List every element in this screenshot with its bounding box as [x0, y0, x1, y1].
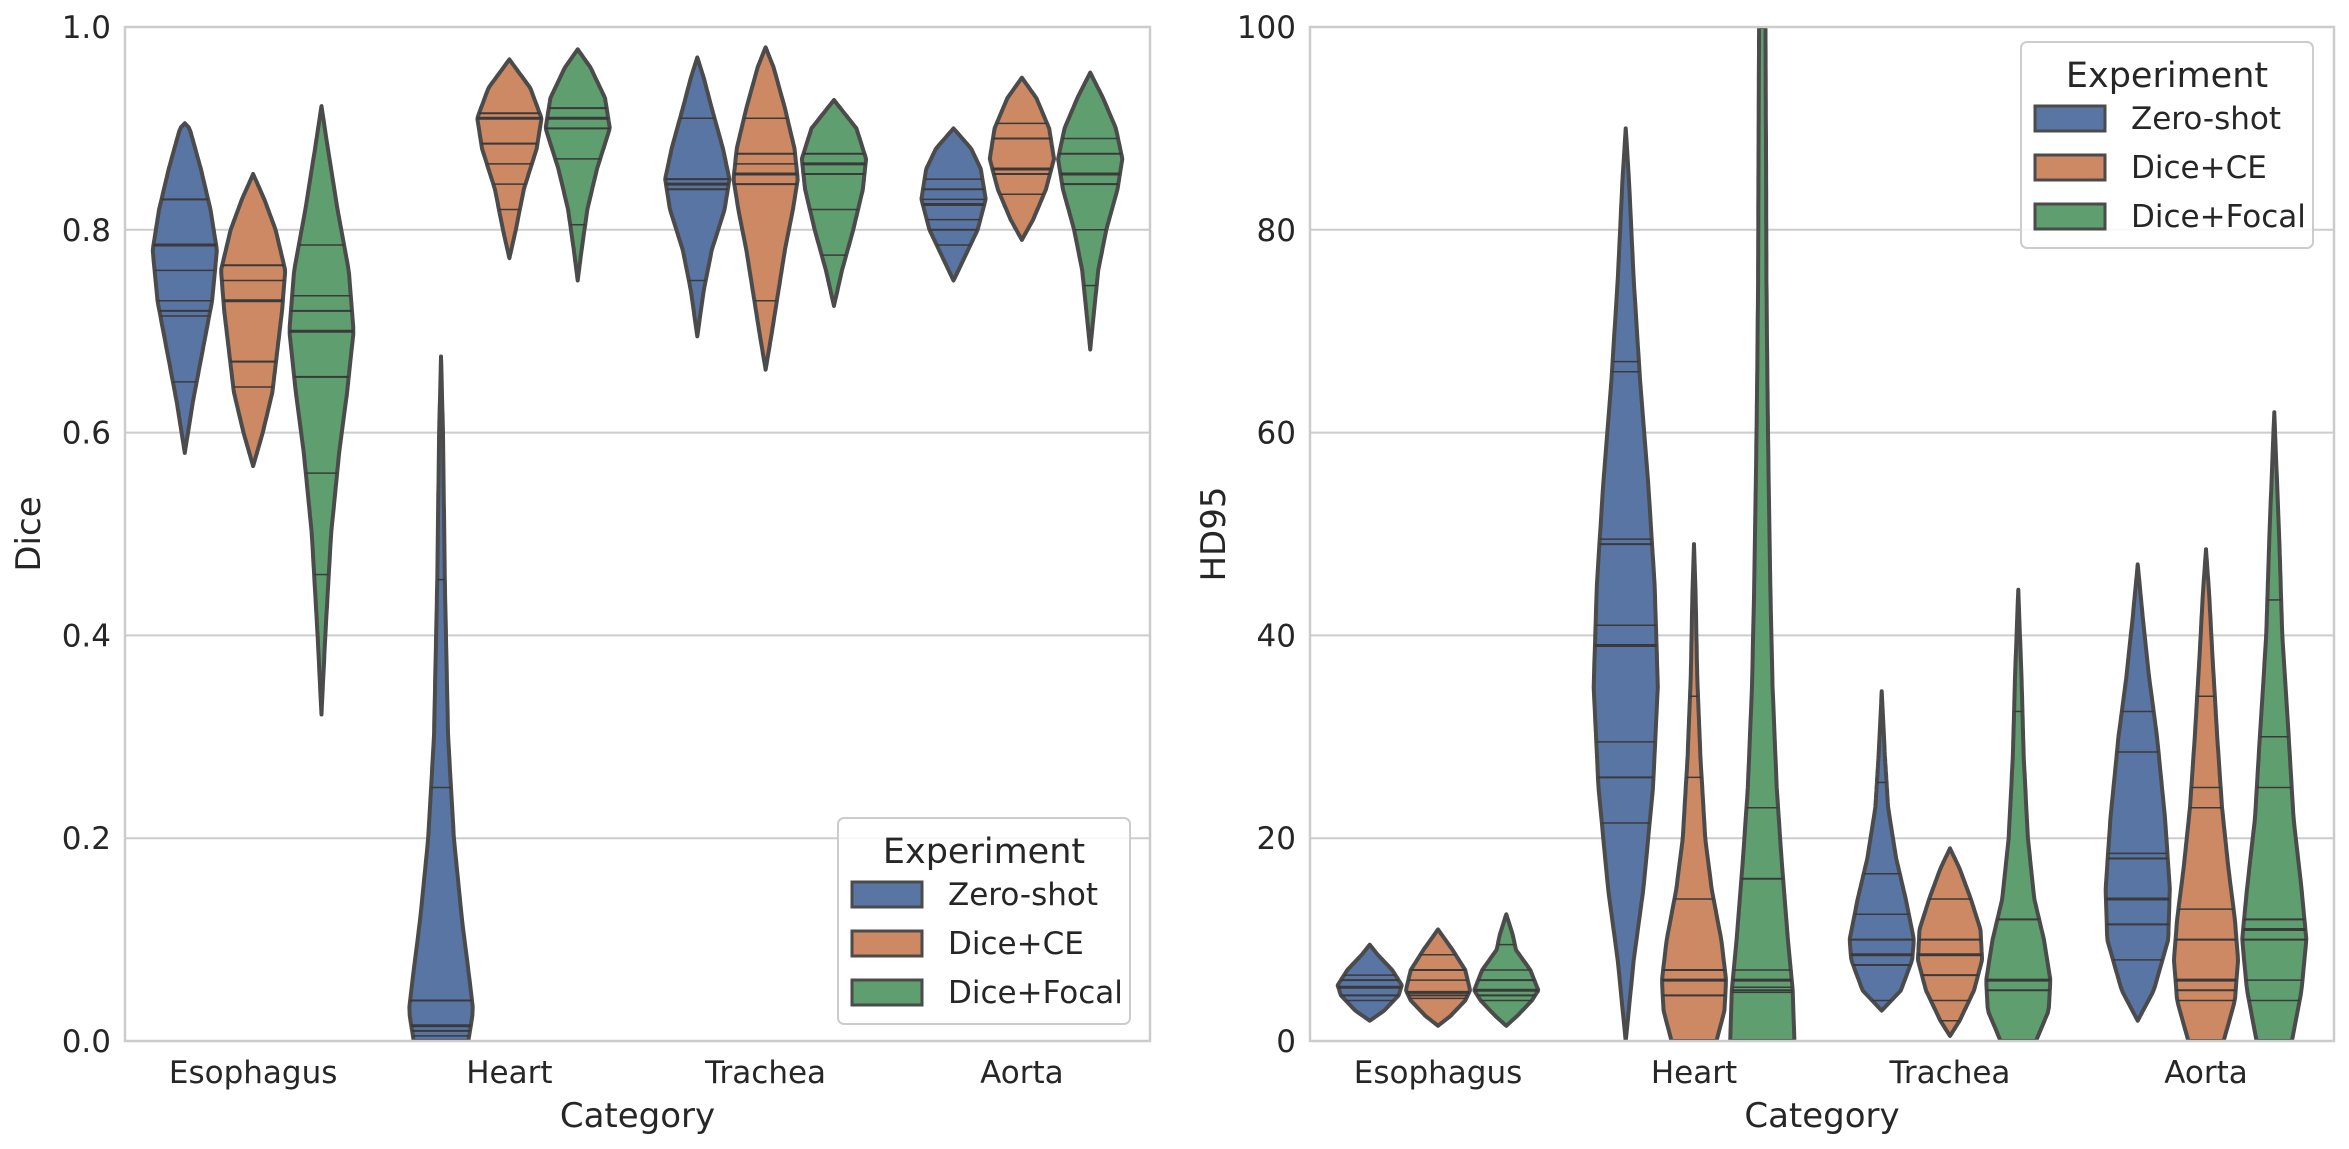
violin-zero-shot-heart — [1591, 126, 1660, 1041]
violin-body — [219, 172, 288, 469]
violin-dice-ce-esophagus — [1404, 927, 1472, 1028]
legend-entry-dice-ce: Dice+CE — [948, 926, 1084, 962]
legend-entry-zero-shot: Zero-shot — [948, 877, 1098, 913]
axes-frame — [1308, 25, 2336, 1043]
x-tick-label-heart: Heart — [1651, 1055, 1737, 1091]
violin-dice-ce-esophagus — [219, 172, 288, 469]
violin-body — [1056, 70, 1125, 352]
hd95-panel: 0 20 40 60 80 100 Esophagus Heart Trachea Aorta Ca… — [1194, 10, 2336, 1136]
violin-dice-ce-aorta — [2172, 547, 2240, 1041]
violin-body — [150, 121, 219, 455]
violin-zero-shot-trachea — [1847, 689, 1916, 1013]
violin-zero-shot-aorta — [2103, 562, 2172, 1023]
legend: Experiment Zero-shot Dice+CE Dice+Focal — [837, 817, 1131, 1025]
violin-dice-ce-trachea — [1916, 846, 1984, 1038]
y-tick-label: 100 — [1237, 10, 1296, 46]
legend-entry-dice-ce: Dice+CE — [2131, 150, 2267, 186]
y-axis-label: Dice — [9, 496, 49, 571]
y-tick-label: 1.0 — [62, 10, 111, 46]
legend-title: Experiment — [883, 832, 1085, 872]
y-tick-label: 0 — [1276, 1024, 1296, 1060]
violin-zero-shot-heart — [407, 354, 475, 1041]
y-tick-label: 0.2 — [62, 821, 111, 857]
violin-body — [475, 57, 544, 261]
violin-body — [1984, 587, 2053, 1041]
x-tick-label-aorta: Aorta — [2164, 1055, 2248, 1091]
violin-dice-focal-aorta — [2240, 410, 2309, 1041]
legend-swatch-dice-ce — [850, 929, 924, 958]
violin-body — [1728, 27, 1797, 1041]
y-tick-label: 0.4 — [62, 618, 111, 654]
y-tick-label: 60 — [1257, 416, 1296, 452]
violins — [150, 45, 1125, 1041]
violin-dice-ce-heart — [475, 57, 544, 261]
x-tick-label-heart: Heart — [466, 1055, 552, 1091]
axes-frame — [123, 25, 1152, 1043]
legend-entry-dice-focal: Dice+Focal — [2131, 199, 2306, 235]
violins — [1335, 27, 2309, 1041]
violin-body — [987, 75, 1056, 242]
violin-body — [287, 104, 356, 717]
violin-body — [2172, 547, 2240, 1041]
x-axis-label: Category — [1744, 1096, 1899, 1136]
violin-body — [407, 354, 475, 1041]
x-tick-label-aorta: Aorta — [980, 1055, 1064, 1091]
x-tick-label-esophagus: Esophagus — [169, 1055, 338, 1091]
legend-entry-zero-shot: Zero-shot — [2131, 101, 2281, 137]
x-tick-label-trachea: Trachea — [1889, 1055, 2011, 1091]
violin-body — [731, 45, 800, 372]
legend-swatch-dice-focal — [2033, 202, 2107, 231]
legend-swatch-dice-focal — [850, 978, 924, 1007]
y-tick-label: 80 — [1257, 213, 1296, 249]
violin-body — [543, 47, 612, 283]
violin-body — [2103, 562, 2172, 1023]
violin-body — [1591, 126, 1660, 1041]
y-tick-label: 0.6 — [62, 416, 111, 452]
x-tick-label-trachea: Trachea — [704, 1055, 826, 1091]
violin-zero-shot-esophagus — [150, 121, 219, 455]
violin-zero-shot-esophagus — [1335, 942, 1404, 1023]
legend: Experiment Zero-shot Dice+CE Dice+Focal — [2020, 41, 2314, 249]
violin-dice-focal-heart — [1728, 27, 1797, 1041]
y-tick-label: 40 — [1257, 618, 1296, 654]
violin-body — [1660, 542, 1728, 1041]
legend-entry-dice-focal: Dice+Focal — [948, 975, 1123, 1011]
violin-dice-focal-trachea — [1984, 587, 2053, 1041]
y-tick-label: 0.8 — [62, 213, 111, 249]
violin-dice-focal-esophagus — [1472, 912, 1541, 1028]
violin-zero-shot-aorta — [919, 126, 988, 283]
x-tick-label-esophagus: Esophagus — [1354, 1055, 1523, 1091]
violin-dice-focal-trachea — [799, 98, 868, 308]
legend-swatch-dice-ce — [2033, 153, 2107, 182]
violin-dice-ce-aorta — [987, 75, 1056, 242]
y-axis-label: HD95 — [1194, 486, 1234, 581]
violin-dice-ce-trachea — [731, 45, 800, 372]
violin-body — [799, 98, 868, 308]
violin-body — [2240, 410, 2309, 1041]
y-tick-label: 20 — [1257, 821, 1296, 857]
legend-swatch-zero-shot — [850, 880, 924, 909]
legend-box — [2020, 41, 2314, 249]
violin-dice-focal-aorta — [1056, 70, 1125, 352]
violin-dice-focal-heart — [543, 47, 612, 283]
dice-panel: 0.0 0.2 0.4 0.6 0.8 1.0 Esophagus Heart Trachea A… — [9, 10, 1152, 1136]
violin-dice-ce-heart — [1660, 542, 1728, 1041]
legend-title: Experiment — [2066, 56, 2268, 96]
violin-body — [663, 55, 732, 339]
violin-zero-shot-trachea — [663, 55, 732, 339]
x-axis-label: Category — [560, 1096, 715, 1136]
violin-dice-focal-esophagus — [287, 104, 356, 717]
legend-box — [837, 817, 1131, 1025]
y-tick-label: 0.0 — [62, 1024, 111, 1060]
violin-body — [1847, 689, 1916, 1013]
legend-swatch-zero-shot — [2033, 104, 2107, 133]
violin-body — [1916, 846, 1984, 1038]
